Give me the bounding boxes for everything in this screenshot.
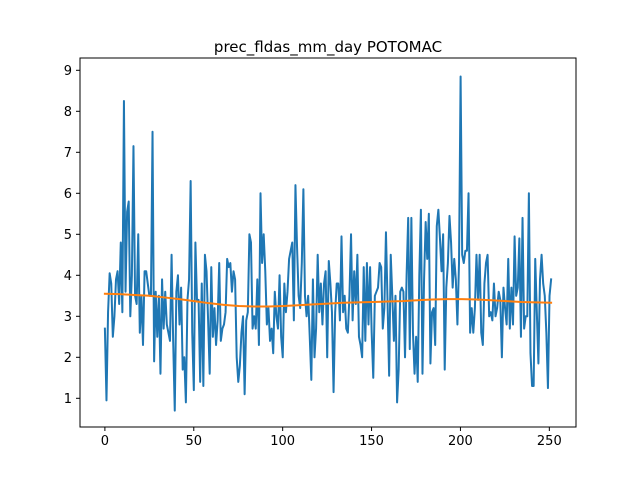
series-layer: [103, 75, 553, 412]
chart-title: prec_fldas_mm_day POTOMAC: [214, 38, 442, 57]
y-tick-label: 4: [64, 269, 72, 284]
y-tick-label: 7: [64, 146, 72, 161]
plot-area: [80, 58, 576, 427]
plot-background: [80, 58, 576, 427]
y-tick-label: 8: [64, 105, 72, 120]
y-tick-label: 1: [64, 392, 72, 407]
axes-frame: [79, 57, 577, 428]
series-line-1: [103, 75, 553, 412]
y-tick-label: 5: [64, 228, 72, 243]
x-tick-label: 0: [101, 434, 109, 449]
x-tick-label: 250: [537, 434, 562, 449]
x-tick-label: 50: [186, 434, 203, 449]
x-tick-label: 200: [448, 434, 473, 449]
y-tick-label: 2: [64, 351, 72, 366]
axes-layer: 0 50 100 150 200 250 1 2 3 4 5 6 7 8 9: [64, 57, 577, 449]
y-tick-label: 3: [64, 310, 72, 325]
x-tick-label: 150: [359, 434, 384, 449]
series-line-2: [103, 292, 553, 308]
y-tick-label: 6: [64, 187, 72, 202]
y-tick-label: 9: [64, 64, 72, 79]
x-tick-label: 100: [270, 434, 295, 449]
